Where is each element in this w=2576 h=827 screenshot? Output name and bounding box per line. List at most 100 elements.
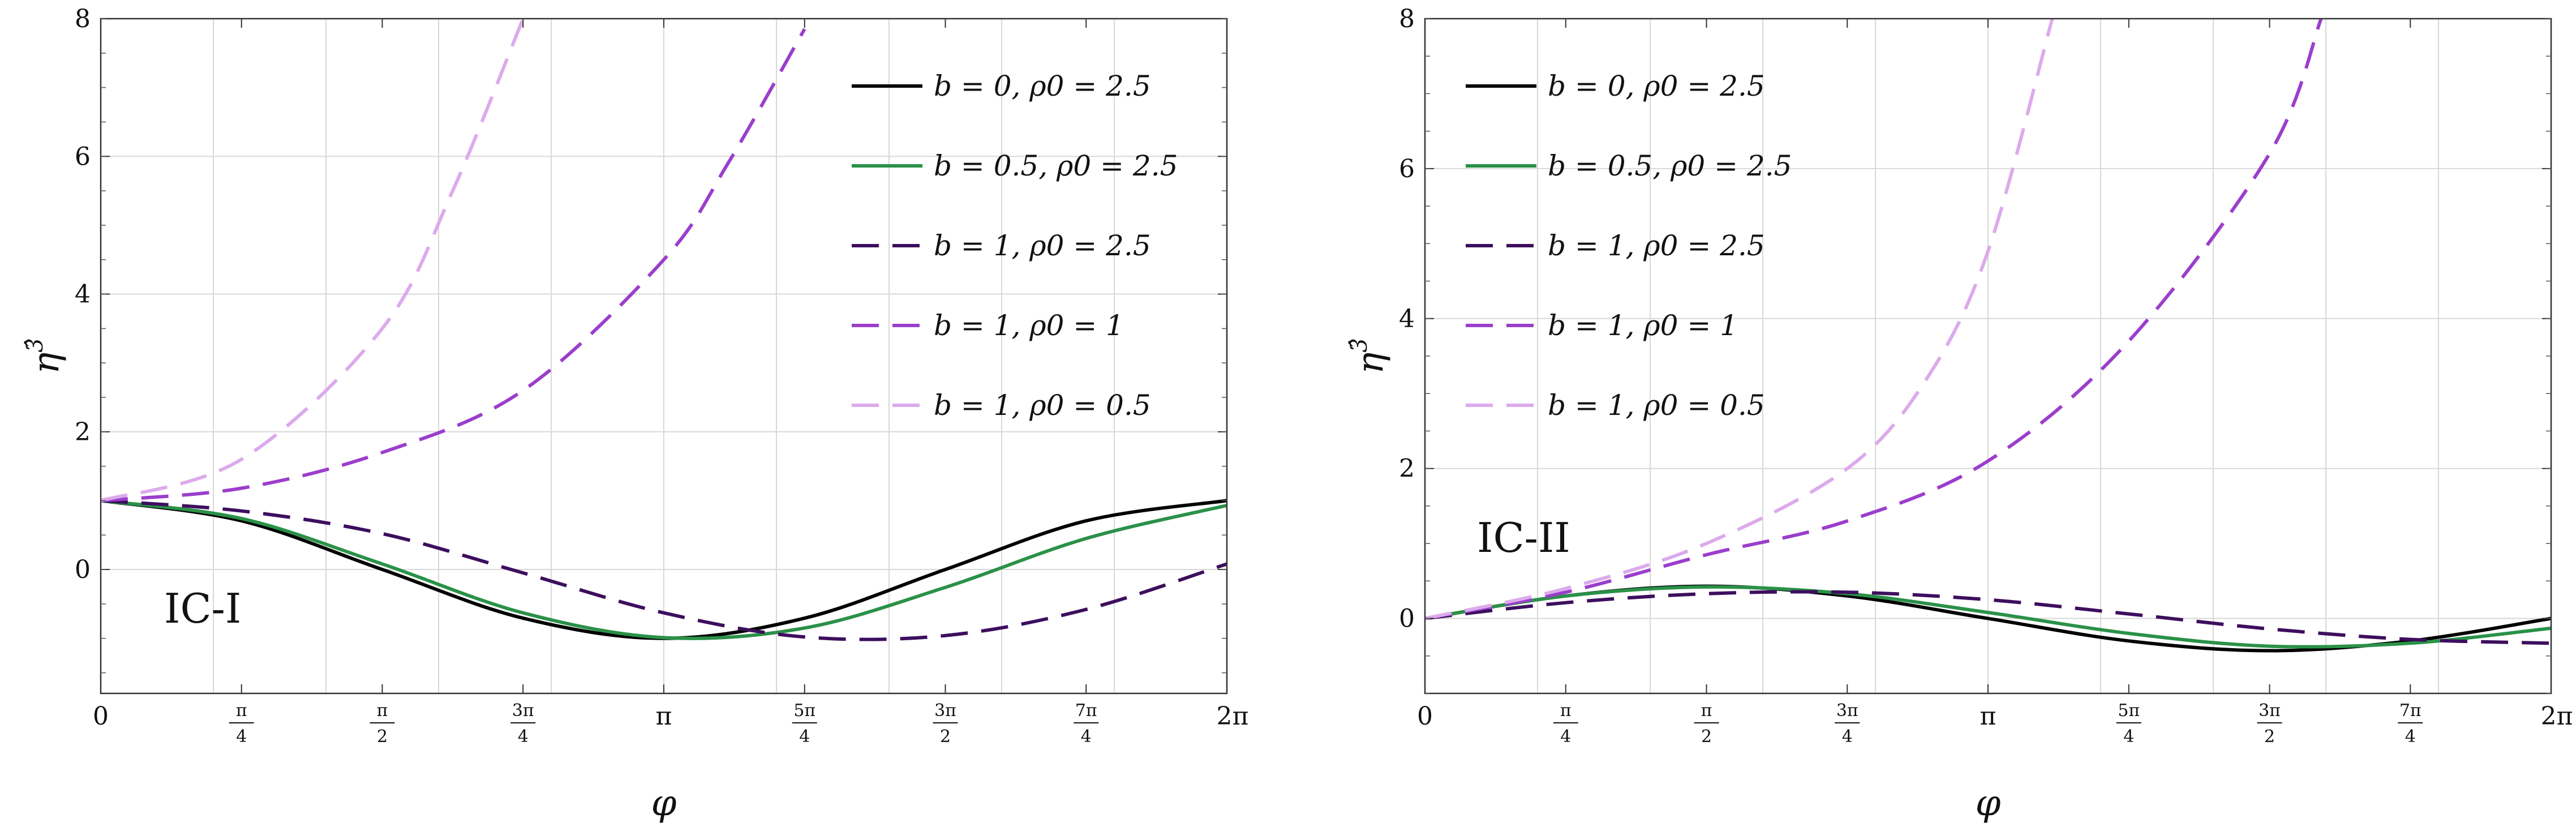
x-axis-label: φ bbox=[1976, 782, 2001, 824]
x-tick-label-7-numerator: 7π bbox=[2399, 701, 2422, 721]
y-tick-label: 0 bbox=[1399, 605, 1415, 633]
legend-label: b = 0, ρ0 = 2.5 bbox=[934, 70, 1151, 102]
series-group bbox=[1425, 19, 2551, 653]
x-tick-label-7: 7π4 bbox=[1074, 701, 1099, 747]
legend: b = 0, ρ0 = 2.5 b = 0.5, ρ0 = 2.5 b = 1, ρ… bbox=[852, 70, 1178, 422]
x-tick-label-8: 2π bbox=[1217, 702, 1249, 731]
y-axis-label: η3̂ bbox=[22, 338, 67, 374]
x-tick-label-3-numerator: 3π bbox=[512, 701, 534, 721]
legend: b = 0, ρ0 = 2.5 b = 0.5, ρ0 = 2.5 b = 1, ρ… bbox=[1466, 70, 1792, 422]
x-tick-label-1-denominator: 4 bbox=[1560, 727, 1571, 747]
y-axis-label: η3̂ bbox=[1346, 338, 1392, 374]
x-tick-label-8-text: 2π bbox=[2541, 702, 2573, 731]
y-tick-label: 6 bbox=[1399, 155, 1415, 183]
x-tick-label-0-text: 0 bbox=[1417, 702, 1433, 731]
x-tick-label-5: 5π4 bbox=[792, 701, 817, 747]
y-axis-label-text: η3̂ bbox=[1346, 338, 1392, 374]
y-axis-label-text: η3̂ bbox=[22, 338, 67, 374]
x-tick-label-1-denominator: 4 bbox=[236, 727, 247, 747]
x-tick-label-6-denominator: 2 bbox=[2264, 727, 2275, 747]
series-line-2 bbox=[1425, 590, 2551, 645]
x-tick-label-4-text: π bbox=[656, 702, 672, 731]
legend-item: b = 0, ρ0 = 2.5 bbox=[852, 70, 1151, 102]
x-tick-label-3-numerator: 3π bbox=[1836, 701, 1858, 721]
series-line-4 bbox=[1425, 19, 2054, 620]
x-tick-label-3-denominator: 4 bbox=[1842, 727, 1853, 747]
x-tick-label-5-denominator: 4 bbox=[2123, 727, 2134, 747]
legend-item: b = 1, ρ0 = 2.5 bbox=[1466, 229, 1765, 262]
series-line-3 bbox=[1425, 19, 2323, 620]
x-tick-label-7-denominator: 4 bbox=[2405, 727, 2416, 747]
x-tick-label-8-text: 2π bbox=[1217, 702, 1249, 731]
x-tick-label-1: π4 bbox=[1553, 701, 1578, 747]
x-tick-label-3-denominator: 4 bbox=[518, 727, 529, 747]
x-tick-label-6-numerator: 3π bbox=[2259, 701, 2281, 721]
legend-item: b = 1, ρ0 = 0.5 bbox=[852, 389, 1151, 422]
x-tick-label-3: 3π4 bbox=[510, 701, 536, 747]
series-line-2 bbox=[101, 499, 1227, 641]
y-tick-label: 2 bbox=[1399, 455, 1415, 483]
x-tick-label-4: π bbox=[656, 702, 672, 731]
legend-label: b = 1, ρ0 = 1 bbox=[1548, 309, 1738, 342]
x-tick-label-0: 0 bbox=[1417, 702, 1433, 731]
legend-item: b = 0.5, ρ0 = 2.5 bbox=[1466, 149, 1792, 182]
x-tick-label-2-numerator: π bbox=[377, 701, 388, 721]
legend-label: b = 1, ρ0 = 0.5 bbox=[1548, 389, 1765, 422]
y-axis: 0 2 4 6 8 bbox=[1399, 5, 2551, 694]
legend-item: b = 1, ρ0 = 1 bbox=[852, 309, 1124, 342]
x-tick-label-7: 7π4 bbox=[2398, 701, 2423, 747]
y-axis-label-superscript: 3̂ bbox=[22, 338, 48, 352]
legend-item: b = 1, ρ0 = 1 bbox=[1466, 309, 1738, 342]
gridlines bbox=[101, 18, 1227, 693]
y-tick-label: 8 bbox=[75, 5, 91, 33]
y-tick-label: 8 bbox=[1399, 5, 1415, 33]
y-tick-label: 4 bbox=[75, 280, 91, 309]
legend-label: b = 1, ρ0 = 2.5 bbox=[934, 229, 1151, 262]
x-tick-label-2: π2 bbox=[370, 701, 395, 747]
legend-label: b = 1, ρ0 = 1 bbox=[934, 309, 1124, 342]
x-tick-label-7-denominator: 4 bbox=[1081, 727, 1092, 747]
legend-label: b = 0.5, ρ0 = 2.5 bbox=[1548, 149, 1792, 182]
x-tick-label-6-denominator: 2 bbox=[940, 727, 951, 747]
y-tick-label: 6 bbox=[75, 142, 91, 171]
legend-label: b = 1, ρ0 = 2.5 bbox=[1548, 229, 1765, 262]
x-tick-label-1-numerator: π bbox=[1560, 701, 1572, 721]
x-tick-label-6: 3π2 bbox=[933, 701, 958, 747]
x-tick-label-0: 0 bbox=[93, 702, 109, 731]
legend-label: b = 1, ρ0 = 0.5 bbox=[934, 389, 1151, 422]
x-tick-label-5-numerator: 5π bbox=[2118, 701, 2140, 721]
x-tick-label-2: π2 bbox=[1694, 701, 1719, 747]
x-tick-label-2-denominator: 2 bbox=[377, 727, 388, 747]
x-tick-label-1: π4 bbox=[229, 701, 254, 747]
y-tick-label: 2 bbox=[75, 418, 91, 447]
x-tick-label-7-numerator: 7π bbox=[1075, 701, 1097, 721]
x-axis-label: φ bbox=[651, 782, 677, 824]
series-line-4 bbox=[101, 19, 525, 503]
series-line-3 bbox=[101, 28, 806, 503]
x-tick-label-1-numerator: π bbox=[236, 701, 247, 721]
panel-annotation: IC-II bbox=[1477, 514, 1570, 562]
y-axis-label-superscript: 3̂ bbox=[1346, 338, 1372, 352]
x-tick-label-6: 3π2 bbox=[2257, 701, 2282, 747]
x-tick-label-5-denominator: 4 bbox=[799, 727, 810, 747]
y-tick-label: 4 bbox=[1399, 305, 1415, 333]
x-tick-label-4: π bbox=[1980, 702, 1997, 731]
panel-annotation: IC-I bbox=[164, 585, 241, 632]
series-line-1 bbox=[101, 499, 1227, 640]
x-tick-label-5: 5π4 bbox=[2116, 701, 2141, 747]
series-group bbox=[101, 19, 1227, 641]
x-tick-label-3: 3π4 bbox=[1835, 701, 1860, 747]
x-tick-label-2-denominator: 2 bbox=[1701, 727, 1712, 747]
x-tick-label-2-numerator: π bbox=[1701, 701, 1712, 721]
legend-item: b = 1, ρ0 = 0.5 bbox=[1466, 389, 1765, 422]
series-line-1 bbox=[1425, 585, 2551, 649]
x-tick-label-0-text: 0 bbox=[93, 702, 109, 731]
x-tick-label-8: 2π bbox=[2541, 702, 2573, 731]
legend-item: b = 0.5, ρ0 = 2.5 bbox=[852, 149, 1178, 182]
x-tick-label-4-text: π bbox=[1980, 702, 1997, 731]
